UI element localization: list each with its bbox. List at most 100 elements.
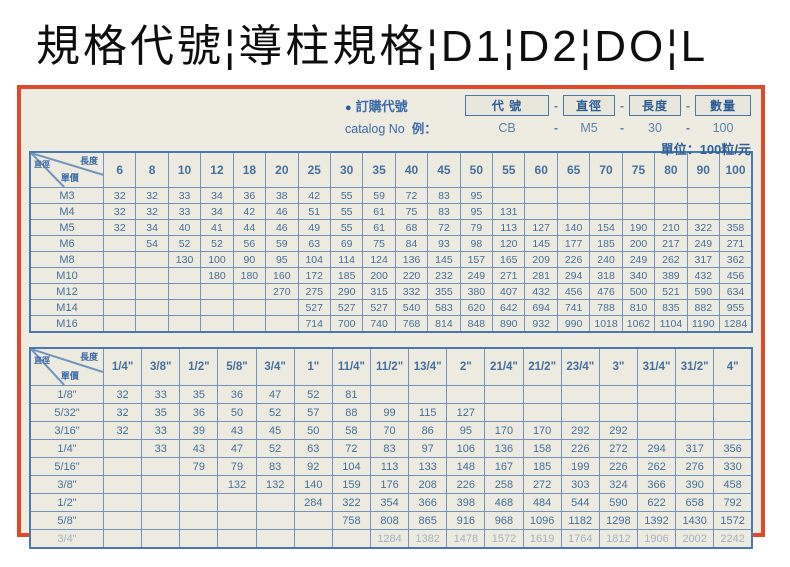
price-cell: 1764 <box>560 529 600 549</box>
price-cell: 83 <box>255 457 295 476</box>
price-cell: 788 <box>589 299 623 316</box>
price-cell: 835 <box>654 299 688 316</box>
row-label: 1/2" <box>29 493 104 512</box>
price-cell: 294 <box>556 267 591 284</box>
table-row: 1/4" 33 43 47 52 63 72 83 97 106 136 158 226 272 294 31… <box>29 439 753 458</box>
price-cell <box>102 475 143 494</box>
price-cell: 35 <box>141 403 181 422</box>
price-cell: 389 <box>654 267 688 284</box>
price-cell: 318 <box>589 267 623 284</box>
price-cell: 210 <box>654 219 688 236</box>
example-diameter: M5 <box>580 120 598 135</box>
row-label: M6 <box>29 235 104 252</box>
column-header: 10 <box>167 151 202 188</box>
metric-price-table: 長度 單價 直徑 6 8 10 12 18 20 25 30 35 40 45 50 55 60 65 70 7… <box>29 151 753 333</box>
price-cell: 758 <box>331 511 371 530</box>
price-cell: 209 <box>524 251 558 268</box>
price-cell: 1812 <box>598 529 638 549</box>
price-cell: 79 <box>217 457 257 476</box>
corner-price-label: 單價 <box>60 173 79 183</box>
price-cell <box>102 267 137 284</box>
price-cell: 180 <box>232 267 267 284</box>
price-cell: 200 <box>362 267 396 284</box>
price-cell: 527 <box>297 299 331 316</box>
price-cell <box>621 203 656 220</box>
price-cell <box>179 493 219 512</box>
price-cell: 1478 <box>446 529 486 549</box>
price-cell: 55 <box>329 187 364 204</box>
price-cell: 190 <box>621 219 656 236</box>
example-code: CB <box>498 120 516 135</box>
price-cell <box>135 267 169 284</box>
price-cell <box>200 299 234 316</box>
price-cell <box>598 385 638 404</box>
table-row: 5/32" 32 35 36 50 52 57 88 99 115 127 <box>29 403 753 422</box>
price-cell: 226 <box>556 251 591 268</box>
row-label: 5/16" <box>29 457 104 476</box>
price-cell: 32 <box>135 203 169 220</box>
price-cell: 69 <box>329 235 364 252</box>
price-cell: 92 <box>293 457 333 476</box>
price-cell <box>200 283 234 300</box>
price-cell: 262 <box>654 251 688 268</box>
price-cell: 136 <box>394 251 429 268</box>
price-cell <box>167 267 202 284</box>
table-row: M6 54 52 52 56 59 63 69 75 84 93 98 120 145 177 185 200 2… <box>29 235 753 252</box>
price-cell: 1572 <box>713 511 753 530</box>
price-cell: 32 <box>102 403 143 422</box>
column-header: 12 <box>200 151 234 188</box>
price-cell: 98 <box>459 235 494 252</box>
price-cell: 55 <box>329 203 364 220</box>
price-cell: 72 <box>427 219 461 236</box>
price-cell: 2002 <box>675 529 715 549</box>
price-cell: 32 <box>102 385 143 404</box>
column-header: 11/4" <box>331 347 371 386</box>
price-cell <box>179 475 219 494</box>
price-cell: 47 <box>217 439 257 458</box>
price-cell: 398 <box>446 493 486 512</box>
price-cell <box>141 493 181 512</box>
price-cell: 407 <box>492 283 526 300</box>
price-cell: 104 <box>331 457 371 476</box>
row-label: M10 <box>29 267 104 284</box>
price-cell <box>141 511 181 530</box>
column-header: 1/4" <box>102 347 143 386</box>
code-box-qty: 數量 <box>695 95 751 116</box>
price-cell: 292 <box>560 421 600 440</box>
price-cell <box>217 511 257 530</box>
price-cell: 2242 <box>713 529 753 549</box>
price-cell <box>713 421 753 440</box>
price-cell: 262 <box>636 457 677 476</box>
column-header: 75 <box>621 151 656 188</box>
price-cell: 160 <box>265 267 299 284</box>
price-cell: 432 <box>524 283 558 300</box>
price-cell: 208 <box>408 475 448 494</box>
catalog-panel: ● 訂購代號 代 號 - 直徑 - 長度 - 數量 catalog No 例： C… <box>17 85 765 549</box>
price-cell: 714 <box>297 315 331 333</box>
column-header: 4" <box>713 347 753 386</box>
price-cell: 46 <box>265 219 299 236</box>
row-label: M16 <box>29 315 104 333</box>
price-cell: 172 <box>297 267 331 284</box>
price-cell: 54 <box>135 235 169 252</box>
price-cell <box>492 187 526 204</box>
price-cell: 358 <box>719 219 753 236</box>
column-header: 31/2" <box>675 347 715 386</box>
price-cell <box>102 439 143 458</box>
price-cell: 47 <box>255 385 295 404</box>
price-cell: 521 <box>654 283 688 300</box>
price-cell: 500 <box>621 283 656 300</box>
column-header: 40 <box>394 151 429 188</box>
price-cell: 63 <box>297 235 331 252</box>
column-header: 1" <box>293 347 333 386</box>
price-cell: 700 <box>329 315 364 333</box>
price-cell: 185 <box>522 457 562 476</box>
price-cell: 527 <box>362 299 396 316</box>
price-cell: 848 <box>459 315 494 333</box>
price-cell: 258 <box>484 475 524 494</box>
price-cell: 468 <box>484 493 524 512</box>
price-cell <box>102 493 143 512</box>
row-label: M14 <box>29 299 104 316</box>
column-header: 18 <box>232 151 267 188</box>
price-cell <box>102 283 137 300</box>
